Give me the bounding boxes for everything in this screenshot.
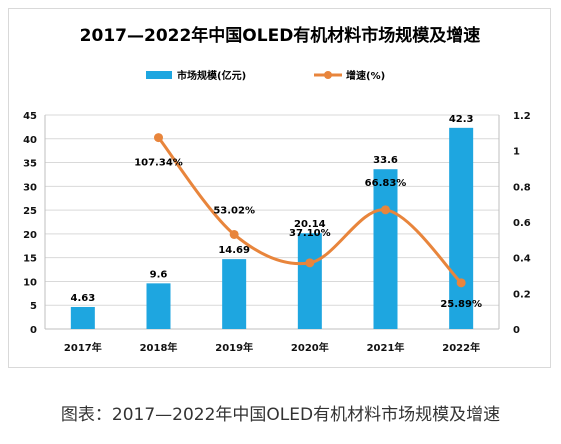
y-right-tick-label: 0 (513, 325, 520, 336)
legend-label-line: 增速(%) (346, 69, 385, 82)
x-tick-label: 2021年 (367, 341, 405, 354)
bar (373, 169, 398, 329)
x-tick-label: 2017年 (64, 341, 102, 354)
bar (297, 233, 322, 329)
bar (70, 306, 95, 329)
line-marker (154, 133, 163, 143)
y-right-tick-label: 0.8 (513, 182, 531, 193)
figure-caption: 图表：2017—2022年中国OLED有机材料市场规模及增速 (60, 405, 501, 425)
x-tick-label: 2020年 (291, 341, 329, 354)
x-tick-label: 2022年 (442, 341, 480, 354)
bar-value-label: 14.69 (218, 245, 250, 256)
bar-value-label: 42.3 (449, 114, 474, 125)
y-right-tick-label: 0.6 (513, 218, 531, 229)
chart-title: 2017—2022年中国OLED有机材料市场规模及增速 (80, 25, 481, 46)
bar-value-label: 4.63 (70, 293, 95, 304)
bar (449, 127, 474, 329)
bar-value-label: 20.14 (294, 219, 326, 230)
line-value-label: 25.89% (440, 299, 482, 310)
legend-swatch-bar (146, 71, 172, 79)
y-left-tick-label: 35 (23, 159, 37, 170)
line-marker (456, 278, 466, 288)
legend-marker-line (324, 71, 332, 79)
line-value-label: 37.10% (289, 228, 331, 239)
x-tick-label: 2019年 (215, 341, 253, 354)
y-left-tick-label: 45 (23, 111, 37, 122)
y-left-tick-label: 25 (23, 206, 37, 217)
y-right-tick-label: 0.2 (513, 289, 531, 300)
line-marker (381, 205, 390, 215)
legend-label-bar: 市场规模(亿元) (177, 69, 246, 82)
y-right-tick-label: 1 (513, 147, 520, 158)
bar (222, 259, 247, 329)
line-value-label: 107.34% (134, 158, 183, 169)
y-right-tick-label: 0.4 (513, 254, 531, 265)
y-left-tick-label: 30 (23, 182, 37, 193)
y-left-tick-label: 5 (30, 301, 37, 312)
y-left-tick-label: 20 (23, 230, 37, 241)
y-right-tick-label: 1.2 (513, 111, 531, 122)
line-marker (305, 258, 315, 268)
y-left-tick-label: 40 (23, 135, 37, 146)
y-left-tick-label: 10 (23, 277, 37, 288)
y-left-tick-label: 15 (23, 254, 37, 265)
y-left-tick-label: 0 (30, 325, 37, 336)
chart-container: 2017—2022年中国OLED有机材料市场规模及增速市场规模(亿元) 增速(%)… (8, 8, 551, 368)
bar (146, 283, 171, 329)
line-value-label: 53.02% (213, 205, 255, 216)
bar-value-label: 33.6 (373, 155, 398, 166)
line-marker (229, 229, 239, 239)
line-value-label: 66.83% (365, 178, 407, 189)
x-tick-label: 2018年 (140, 341, 178, 354)
bar-value-label: 9.6 (150, 269, 168, 280)
